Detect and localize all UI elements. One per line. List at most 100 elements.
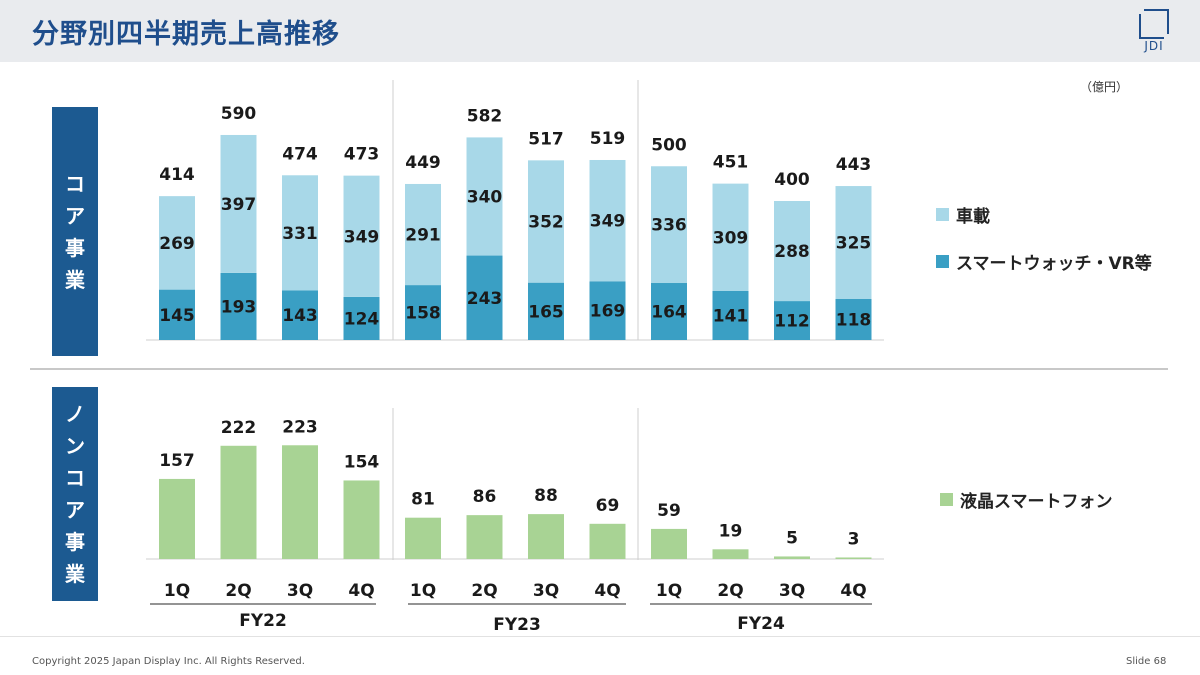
bar-auto	[466, 137, 503, 256]
legend-swatch-watch	[936, 255, 949, 268]
bar-watch	[343, 296, 380, 340]
data-label-watch: 145	[159, 306, 195, 326]
bar-auto	[159, 196, 195, 290]
segment-char: ア	[65, 203, 85, 228]
bar-auto	[589, 159, 626, 282]
x-tick-label: 4Q	[348, 581, 374, 601]
data-label-auto: 352	[528, 213, 564, 233]
data-label-watch: 112	[774, 312, 810, 332]
segment-char: ン	[65, 434, 85, 458]
group-label: FY24	[737, 614, 785, 634]
legend-swatch-auto	[936, 208, 949, 221]
data-label-total: 500	[651, 135, 687, 155]
x-tick-label: 2Q	[225, 581, 251, 601]
bar-watch	[774, 301, 810, 340]
bar-lcd	[282, 445, 318, 559]
data-label-auto: 331	[282, 224, 318, 244]
legend-swatch-lcd	[940, 493, 953, 506]
data-label-total: 451	[713, 153, 749, 173]
data-label-total: 474	[282, 144, 318, 164]
legend-label-lcd: 液晶スマートフォン	[960, 492, 1113, 512]
data-label-watch: 158	[405, 304, 441, 324]
data-label-auto: 291	[405, 226, 441, 246]
unit-label: （億円）	[1080, 80, 1129, 94]
data-label-auto: 349	[590, 212, 626, 232]
jdi-logo: JDI	[1138, 8, 1178, 56]
x-tick-label: 3Q	[287, 581, 313, 601]
logo-text: JDI	[1144, 39, 1164, 53]
segment-label-core: コア事業	[52, 107, 98, 356]
bar-lcd	[220, 445, 257, 559]
legend-label-auto: 車載	[956, 207, 990, 227]
data-label-total: 519	[590, 129, 626, 149]
bar-auto	[712, 183, 749, 292]
data-label-watch: 243	[467, 289, 503, 309]
group-label: FY23	[493, 615, 541, 635]
segment-char: 業	[65, 267, 85, 292]
data-label-lcd: 157	[159, 451, 195, 471]
segment-char: ノ	[65, 402, 85, 426]
data-label-total: 473	[344, 145, 380, 165]
page-title: 分野別四半期売上高推移	[32, 19, 340, 50]
bar-auto	[528, 160, 564, 283]
x-tick-label: 3Q	[779, 581, 805, 601]
legend-item-lcd: 液晶スマートフォン	[940, 487, 1113, 512]
bar-watch	[589, 281, 626, 340]
legend-item-auto: 車載	[936, 202, 990, 227]
data-label-watch: 143	[282, 306, 318, 326]
data-label-total: 590	[221, 104, 257, 124]
data-label-auto: 288	[774, 242, 810, 262]
x-tick-label: 4Q	[594, 581, 620, 601]
x-tick-label: 4Q	[840, 581, 866, 601]
legend-label-watch: スマートウォッチ・VR等	[956, 254, 1152, 274]
bar-lcd	[466, 515, 503, 559]
bar-auto	[774, 201, 810, 302]
bar-lcd	[159, 478, 195, 559]
data-label-lcd: 86	[473, 487, 497, 507]
bar-auto	[835, 186, 872, 299]
section-divider	[30, 368, 1168, 370]
bar-watch	[220, 272, 257, 340]
data-label-watch: 193	[221, 297, 257, 317]
copyright-text: Copyright 2025 Japan Display Inc. All Ri…	[32, 656, 305, 667]
data-label-total: 414	[159, 165, 195, 185]
data-label-watch: 124	[344, 309, 380, 329]
logo-bracket-icon	[1139, 9, 1169, 39]
data-label-total: 443	[836, 155, 872, 175]
data-label-auto: 269	[159, 234, 195, 254]
segment-char: コ	[65, 171, 85, 196]
bar-lcd	[405, 517, 441, 559]
data-label-auto: 340	[467, 187, 503, 207]
bar-watch	[466, 255, 503, 340]
bar-lcd	[589, 523, 626, 559]
data-label-lcd: 81	[411, 490, 435, 510]
data-label-lcd: 69	[596, 496, 620, 516]
bar-auto	[343, 175, 380, 297]
bar-auto	[220, 134, 257, 273]
data-label-auto: 325	[836, 234, 872, 254]
data-label-watch: 118	[836, 310, 872, 330]
bar-watch	[159, 289, 195, 340]
segment-char: コ	[65, 466, 85, 490]
bar-lcd	[528, 514, 564, 559]
data-label-watch: 165	[528, 302, 564, 322]
data-label-lcd: 88	[534, 486, 558, 506]
bar-watch	[651, 283, 687, 340]
x-tick-label: 1Q	[410, 581, 436, 601]
data-label-total: 517	[528, 129, 564, 149]
data-label-lcd: 154	[344, 452, 380, 472]
bar-watch	[405, 285, 441, 340]
bar-watch	[835, 298, 872, 340]
data-label-lcd: 59	[657, 501, 681, 521]
bar-watch	[282, 290, 318, 340]
bar-lcd	[774, 556, 810, 559]
slide-number: Slide 68	[1126, 656, 1167, 667]
bar-lcd	[835, 557, 872, 559]
segment-char: 事	[65, 235, 85, 260]
segment-label-noncore: ノンコア事業	[52, 387, 98, 601]
data-label-lcd: 222	[221, 418, 257, 438]
data-label-watch: 141	[713, 307, 749, 327]
x-tick-label: 1Q	[164, 581, 190, 601]
data-label-lcd: 223	[282, 417, 318, 437]
